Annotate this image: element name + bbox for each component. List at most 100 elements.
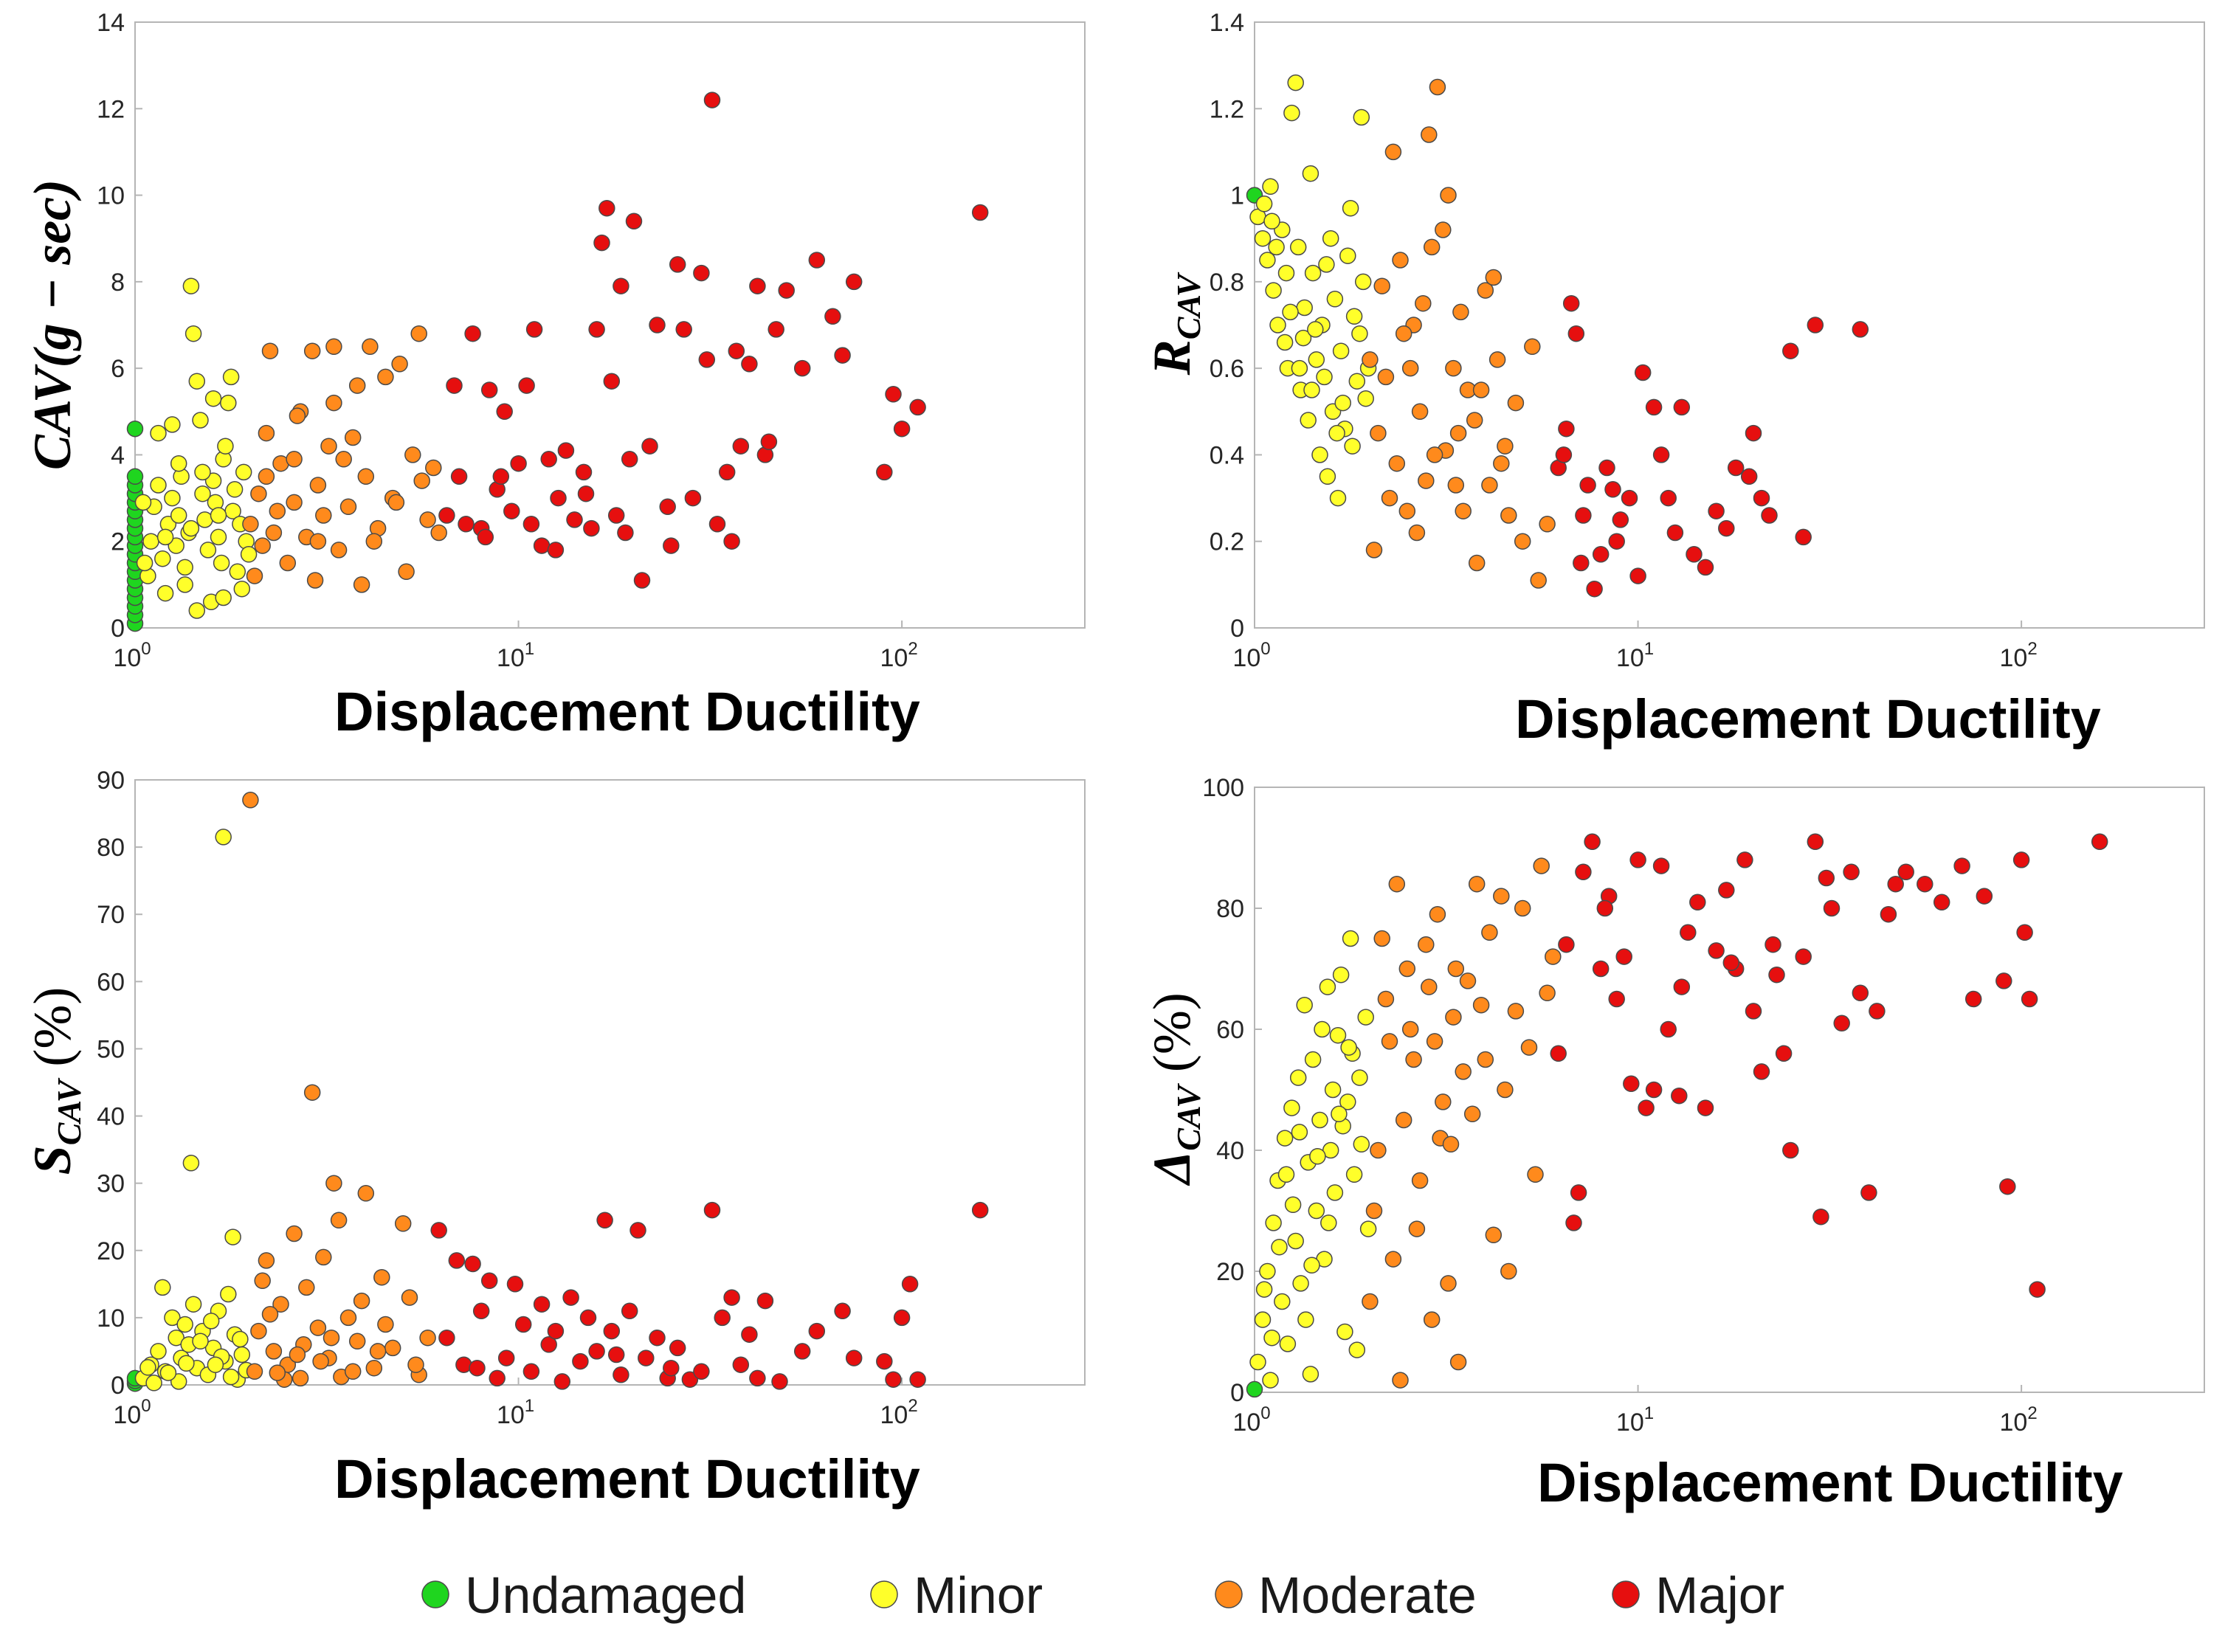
data-point-major [1753, 489, 1770, 507]
data-point-minor [233, 1346, 251, 1364]
data-point-minor [1303, 381, 1320, 398]
data-point-moderate [1524, 338, 1541, 356]
data-point-minor [1282, 303, 1299, 321]
data-point-minor [1329, 489, 1347, 507]
data-point-moderate [250, 1322, 267, 1340]
panel-dcav: 0 20 40 60 80 100 100 101 102 Displacement Ductil… [1142, 774, 2205, 1513]
x-axis-label: Displacement Ductility [334, 681, 920, 742]
x-tick-label: 100 [1232, 1403, 1270, 1437]
data-point-major [1795, 948, 1812, 965]
data-point-minor [164, 489, 181, 507]
data-point-minor [1353, 108, 1370, 126]
data-point-major [876, 463, 893, 481]
data-point-major [510, 455, 527, 472]
x-tick-label: 102 [880, 639, 918, 672]
data-point-minor [1319, 468, 1336, 485]
data-point-minor [156, 584, 174, 602]
data-point-moderate [1377, 368, 1395, 386]
data-point-minor [215, 829, 232, 846]
data-point-major [2021, 990, 2038, 1008]
data-point-minor [159, 1364, 177, 1381]
data-point-moderate [330, 542, 348, 559]
data-point-minor [188, 602, 206, 619]
data-point-moderate [1539, 984, 1556, 1002]
data-point-undamaged [1246, 1380, 1263, 1398]
data-point-minor [1283, 1099, 1300, 1116]
data-point-minor [1339, 1093, 1356, 1110]
data-point-minor [1304, 1051, 1322, 1068]
data-point-minor [1294, 329, 1312, 347]
panel-scav: 0 10 20 30 40 50 60 70 80 90 100 101 102 Displacement… [23, 767, 1086, 1510]
data-point-major [438, 1329, 455, 1347]
series-minor [134, 829, 255, 1392]
data-point-major [1917, 875, 1933, 893]
data-point-moderate [1452, 303, 1469, 321]
data-point-minor [1263, 212, 1280, 230]
data-point-major [1652, 857, 1670, 874]
data-point-moderate [1423, 238, 1441, 256]
data-point-moderate [258, 1252, 275, 1269]
data-point-moderate [1488, 351, 1506, 368]
data-point-moderate [1411, 403, 1429, 421]
data-point-minor [1291, 359, 1308, 377]
data-point-moderate [391, 356, 408, 373]
data-point-major [834, 1302, 851, 1320]
series-major [438, 91, 989, 589]
data-point-minor [176, 1316, 193, 1333]
legend-item-minor: Minor [870, 1566, 1043, 1624]
data-point-major [1629, 851, 1646, 868]
data-point-major [497, 1349, 515, 1366]
data-point-moderate [322, 1329, 340, 1347]
data-point-major [1708, 502, 1725, 519]
legend-label-major: Major [1655, 1566, 1784, 1624]
data-point-major [1575, 507, 1592, 524]
data-point-major [1558, 420, 1575, 438]
data-point-major [663, 1359, 680, 1377]
data-point-major [703, 91, 721, 108]
data-point-major [1673, 978, 1691, 995]
data-point-major [649, 317, 666, 333]
data-point-moderate [1507, 1003, 1525, 1020]
data-point-minor [1345, 1166, 1363, 1183]
data-point-moderate [357, 1185, 375, 1202]
data-point-minor [222, 368, 240, 386]
data-point-minor [1309, 1147, 1326, 1165]
data-point-minor [170, 455, 187, 472]
data-point-major [1775, 1045, 1793, 1062]
data-point-moderate [1520, 1039, 1538, 1056]
y-tick-label: 0 [1230, 1379, 1244, 1407]
data-point-moderate [258, 468, 275, 485]
data-point-major [893, 1309, 911, 1327]
data-point-moderate [1500, 1262, 1517, 1280]
data-point-major [1852, 321, 1869, 338]
data-point-major [749, 277, 766, 294]
data-point-minor [1304, 264, 1322, 282]
data-point-moderate [387, 494, 405, 511]
data-point-major [496, 403, 513, 421]
data-point-minor [240, 546, 258, 563]
data-point-major [518, 377, 535, 394]
data-point-minor [139, 1359, 156, 1376]
legend-marker-moderate [1215, 1580, 1243, 1608]
data-point-minor [156, 528, 174, 546]
data-point-moderate [357, 468, 375, 485]
data-point-moderate [1429, 905, 1446, 923]
data-point-major [1608, 990, 1625, 1008]
data-point-major [901, 1276, 919, 1293]
legend-item-moderate: Moderate [1215, 1566, 1477, 1624]
data-point-moderate [348, 377, 366, 394]
data-point-major [1727, 459, 1745, 477]
data-point-minor [150, 477, 167, 494]
data-point-moderate [1435, 221, 1452, 238]
data-point-minor [213, 554, 230, 572]
data-point-moderate [369, 1343, 387, 1360]
data-point-minor [1300, 412, 1317, 429]
data-point-major [1575, 863, 1592, 881]
data-point-moderate [1481, 477, 1498, 494]
data-point-moderate [1388, 875, 1406, 893]
data-point-moderate [1440, 187, 1457, 204]
data-point-major [583, 519, 600, 537]
data-point-moderate [265, 524, 283, 542]
data-point-minor [1332, 342, 1350, 359]
data-point-minor [1311, 1111, 1328, 1129]
